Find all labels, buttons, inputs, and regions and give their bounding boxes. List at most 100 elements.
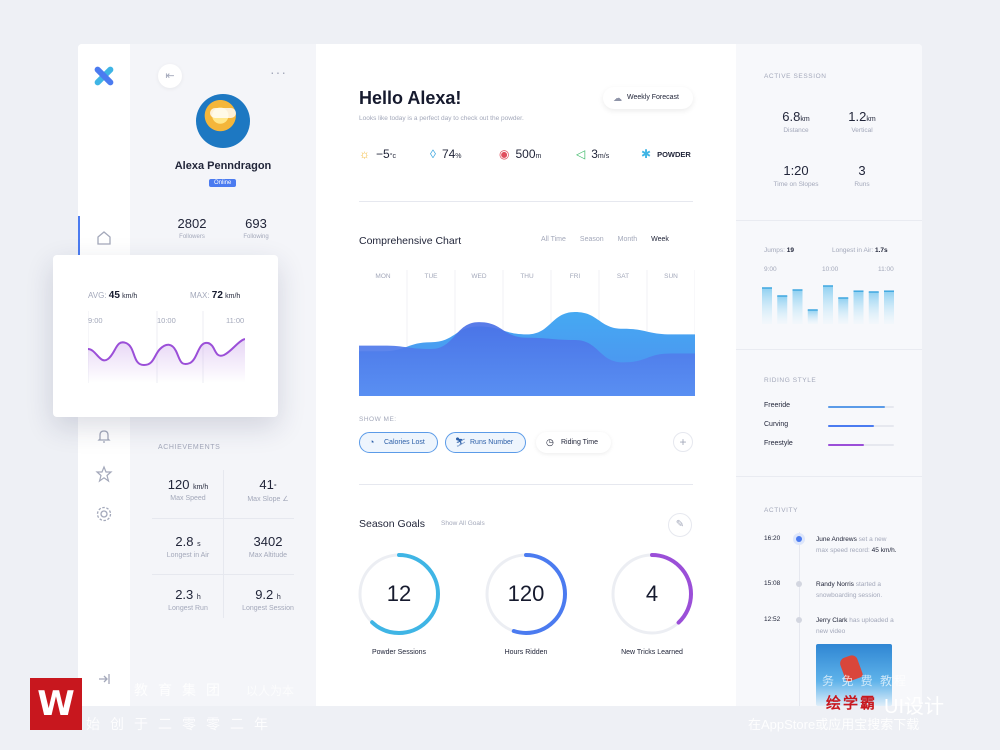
activity-item[interactable]: June Andrews set a new max speed record:…	[816, 536, 897, 554]
home-icon[interactable]	[95, 229, 113, 247]
goal-ring-progress	[358, 553, 440, 635]
comprehensive-area-chart[interactable]: MON TUE WED THU FRI SAT SUN	[359, 270, 695, 396]
speed-tick: 10:00	[157, 316, 176, 325]
gear-icon[interactable]	[95, 505, 113, 523]
activity-dot	[796, 617, 802, 623]
add-metric-button[interactable]: +	[673, 432, 693, 452]
goal-ring	[485, 553, 567, 635]
achievement-longest-air: 2.8 s Longest in Air	[166, 534, 210, 559]
jump-bar	[884, 291, 894, 324]
activity-item[interactable]: Randy Norris started a snowboarding sess…	[816, 581, 883, 599]
logout-icon[interactable]	[95, 670, 113, 688]
activity-title: ACTIVITY	[764, 507, 799, 514]
followers-label: Followers	[179, 234, 205, 240]
season-goals-title: Season Goals	[359, 518, 425, 530]
jumps-bar-chart[interactable]	[762, 280, 894, 324]
chip-calories-lost[interactable]: ◔ Calories Lost	[359, 432, 438, 453]
tab-season[interactable]: Season	[579, 236, 604, 243]
avatar[interactable]	[196, 94, 250, 148]
jumps-tick: 11:00	[878, 266, 894, 273]
chip-riding-time[interactable]: ◷ Riding Time	[536, 432, 611, 453]
achievement-max-altitude: 3402 Max Altitude	[248, 534, 288, 559]
chart-x-tick: WED	[471, 273, 486, 280]
following-label: Following	[243, 234, 269, 240]
tab-month[interactable]: Month	[617, 236, 638, 243]
drop-icon: ◊	[430, 147, 436, 161]
cloud-icon: ☁	[613, 93, 622, 103]
goal-new-tricks[interactable]: 4	[610, 552, 694, 636]
goal-hours-ridden[interactable]: 120	[484, 552, 568, 636]
page-subtitle: Looks like today is a perfect day to che…	[359, 115, 524, 122]
achievement-longest-run: 2.3 h Longest Run	[168, 587, 208, 612]
star-icon[interactable]	[95, 465, 113, 483]
logo-icon[interactable]	[92, 64, 116, 88]
goal-ring	[611, 553, 693, 635]
main-panel: Hello Alexa! Looks like today is a perfe…	[316, 44, 736, 706]
avg-speed: AVG: 45 km/h	[88, 290, 138, 301]
style-bar-freeride	[828, 406, 894, 408]
goal-label: Hours Ridden	[504, 649, 548, 656]
tab-all-time[interactable]: All Time	[541, 236, 566, 243]
jump-bar	[823, 286, 833, 324]
followers-stat[interactable]: 2802 Followers	[157, 216, 227, 240]
following-stat[interactable]: 693 Following	[221, 216, 291, 240]
session-vertical: 1.2km Vertical	[848, 109, 876, 134]
weekly-forecast-label: Weekly Forecast	[627, 94, 679, 101]
activity-video-thumbnail[interactable]	[816, 644, 892, 706]
chart-title: Comprehensive Chart	[359, 235, 462, 247]
max-speed: MAX: 72 km/h	[190, 290, 241, 301]
jump-bar	[792, 290, 803, 324]
jump-bar	[868, 292, 879, 324]
riding-style-title: RIDING STYLE	[764, 377, 817, 384]
tab-week[interactable]: Week	[651, 236, 669, 243]
page-title: Hello Alexa!	[359, 88, 462, 108]
more-options-icon[interactable]: ···	[270, 64, 287, 80]
watermark-line2: 始创于二零零二年	[86, 716, 278, 732]
speed-line-chart	[88, 311, 245, 383]
jump-bar	[838, 298, 849, 324]
weather-visibility: ◉ 500m	[499, 147, 542, 161]
session-distance: 6.8km Distance	[782, 109, 810, 134]
session-time-on-slopes: 1:20 Time on Slopes	[773, 163, 819, 188]
profile-name: Alexa Penndragon	[174, 160, 272, 172]
activity-dot	[796, 536, 802, 542]
edit-icon[interactable]: ✎	[668, 513, 692, 537]
speed-card[interactable]: AVG: 45 km/h MAX: 72 km/h 9:00 10:00 11:…	[53, 255, 278, 417]
goal-powder-sessions[interactable]: 12	[357, 552, 441, 636]
chart-series-area	[359, 322, 695, 396]
style-label-freeride: Freeride	[764, 402, 791, 409]
speed-tick: 9:00	[88, 316, 103, 325]
watermark-logo: W	[30, 678, 82, 730]
collapse-button[interactable]: ⇤	[158, 64, 182, 88]
achievement-max-slope: 41° Max Slope ∠	[247, 477, 289, 503]
activity-time: 15:08	[764, 580, 781, 587]
goal-ring-progress	[611, 553, 693, 635]
chart-tabs: All Time Season Month Week	[541, 236, 669, 243]
jumps-tick: 9:00	[764, 266, 777, 273]
chart-x-tick: FRI	[570, 273, 581, 280]
watermark-line1-small: 以人为本	[246, 684, 295, 698]
bell-icon[interactable]	[95, 427, 113, 445]
stopwatch-icon: ◔	[369, 437, 375, 447]
jump-bar	[853, 291, 864, 324]
eye-icon: ◉	[499, 147, 510, 161]
chip-runs-number[interactable]: ⛷ Runs Number	[445, 432, 527, 453]
weekly-forecast-button[interactable]: ☁ Weekly Forecast	[603, 87, 693, 109]
jump-bar	[807, 310, 818, 324]
achievement-longest-session: 9.2 h Longest Session	[242, 587, 294, 612]
active-session-title: ACTIVE SESSION	[764, 73, 827, 80]
chart-x-tick: THU	[520, 273, 534, 280]
watermark-right1: 务 免 费 教程	[822, 674, 909, 688]
goal-value: 120	[507, 581, 545, 606]
activity-time: 16:20	[764, 535, 781, 542]
show-all-goals-link[interactable]: Show All Goals	[441, 520, 485, 527]
skier-icon: ⛷	[455, 437, 467, 447]
wind-icon: ◁	[576, 147, 586, 161]
snow-icon: ✱	[641, 147, 652, 161]
achievement-max-speed: 120 km/h Max Speed	[167, 477, 209, 502]
activity-item[interactable]: Jerry Clark has uploaded a new video	[816, 617, 894, 635]
following-value: 693	[245, 216, 267, 231]
goal-value: 12	[386, 581, 412, 606]
weather-humidity: ◊ 74%	[430, 147, 462, 161]
weather-wind: ◁ 3m/s	[576, 147, 610, 161]
